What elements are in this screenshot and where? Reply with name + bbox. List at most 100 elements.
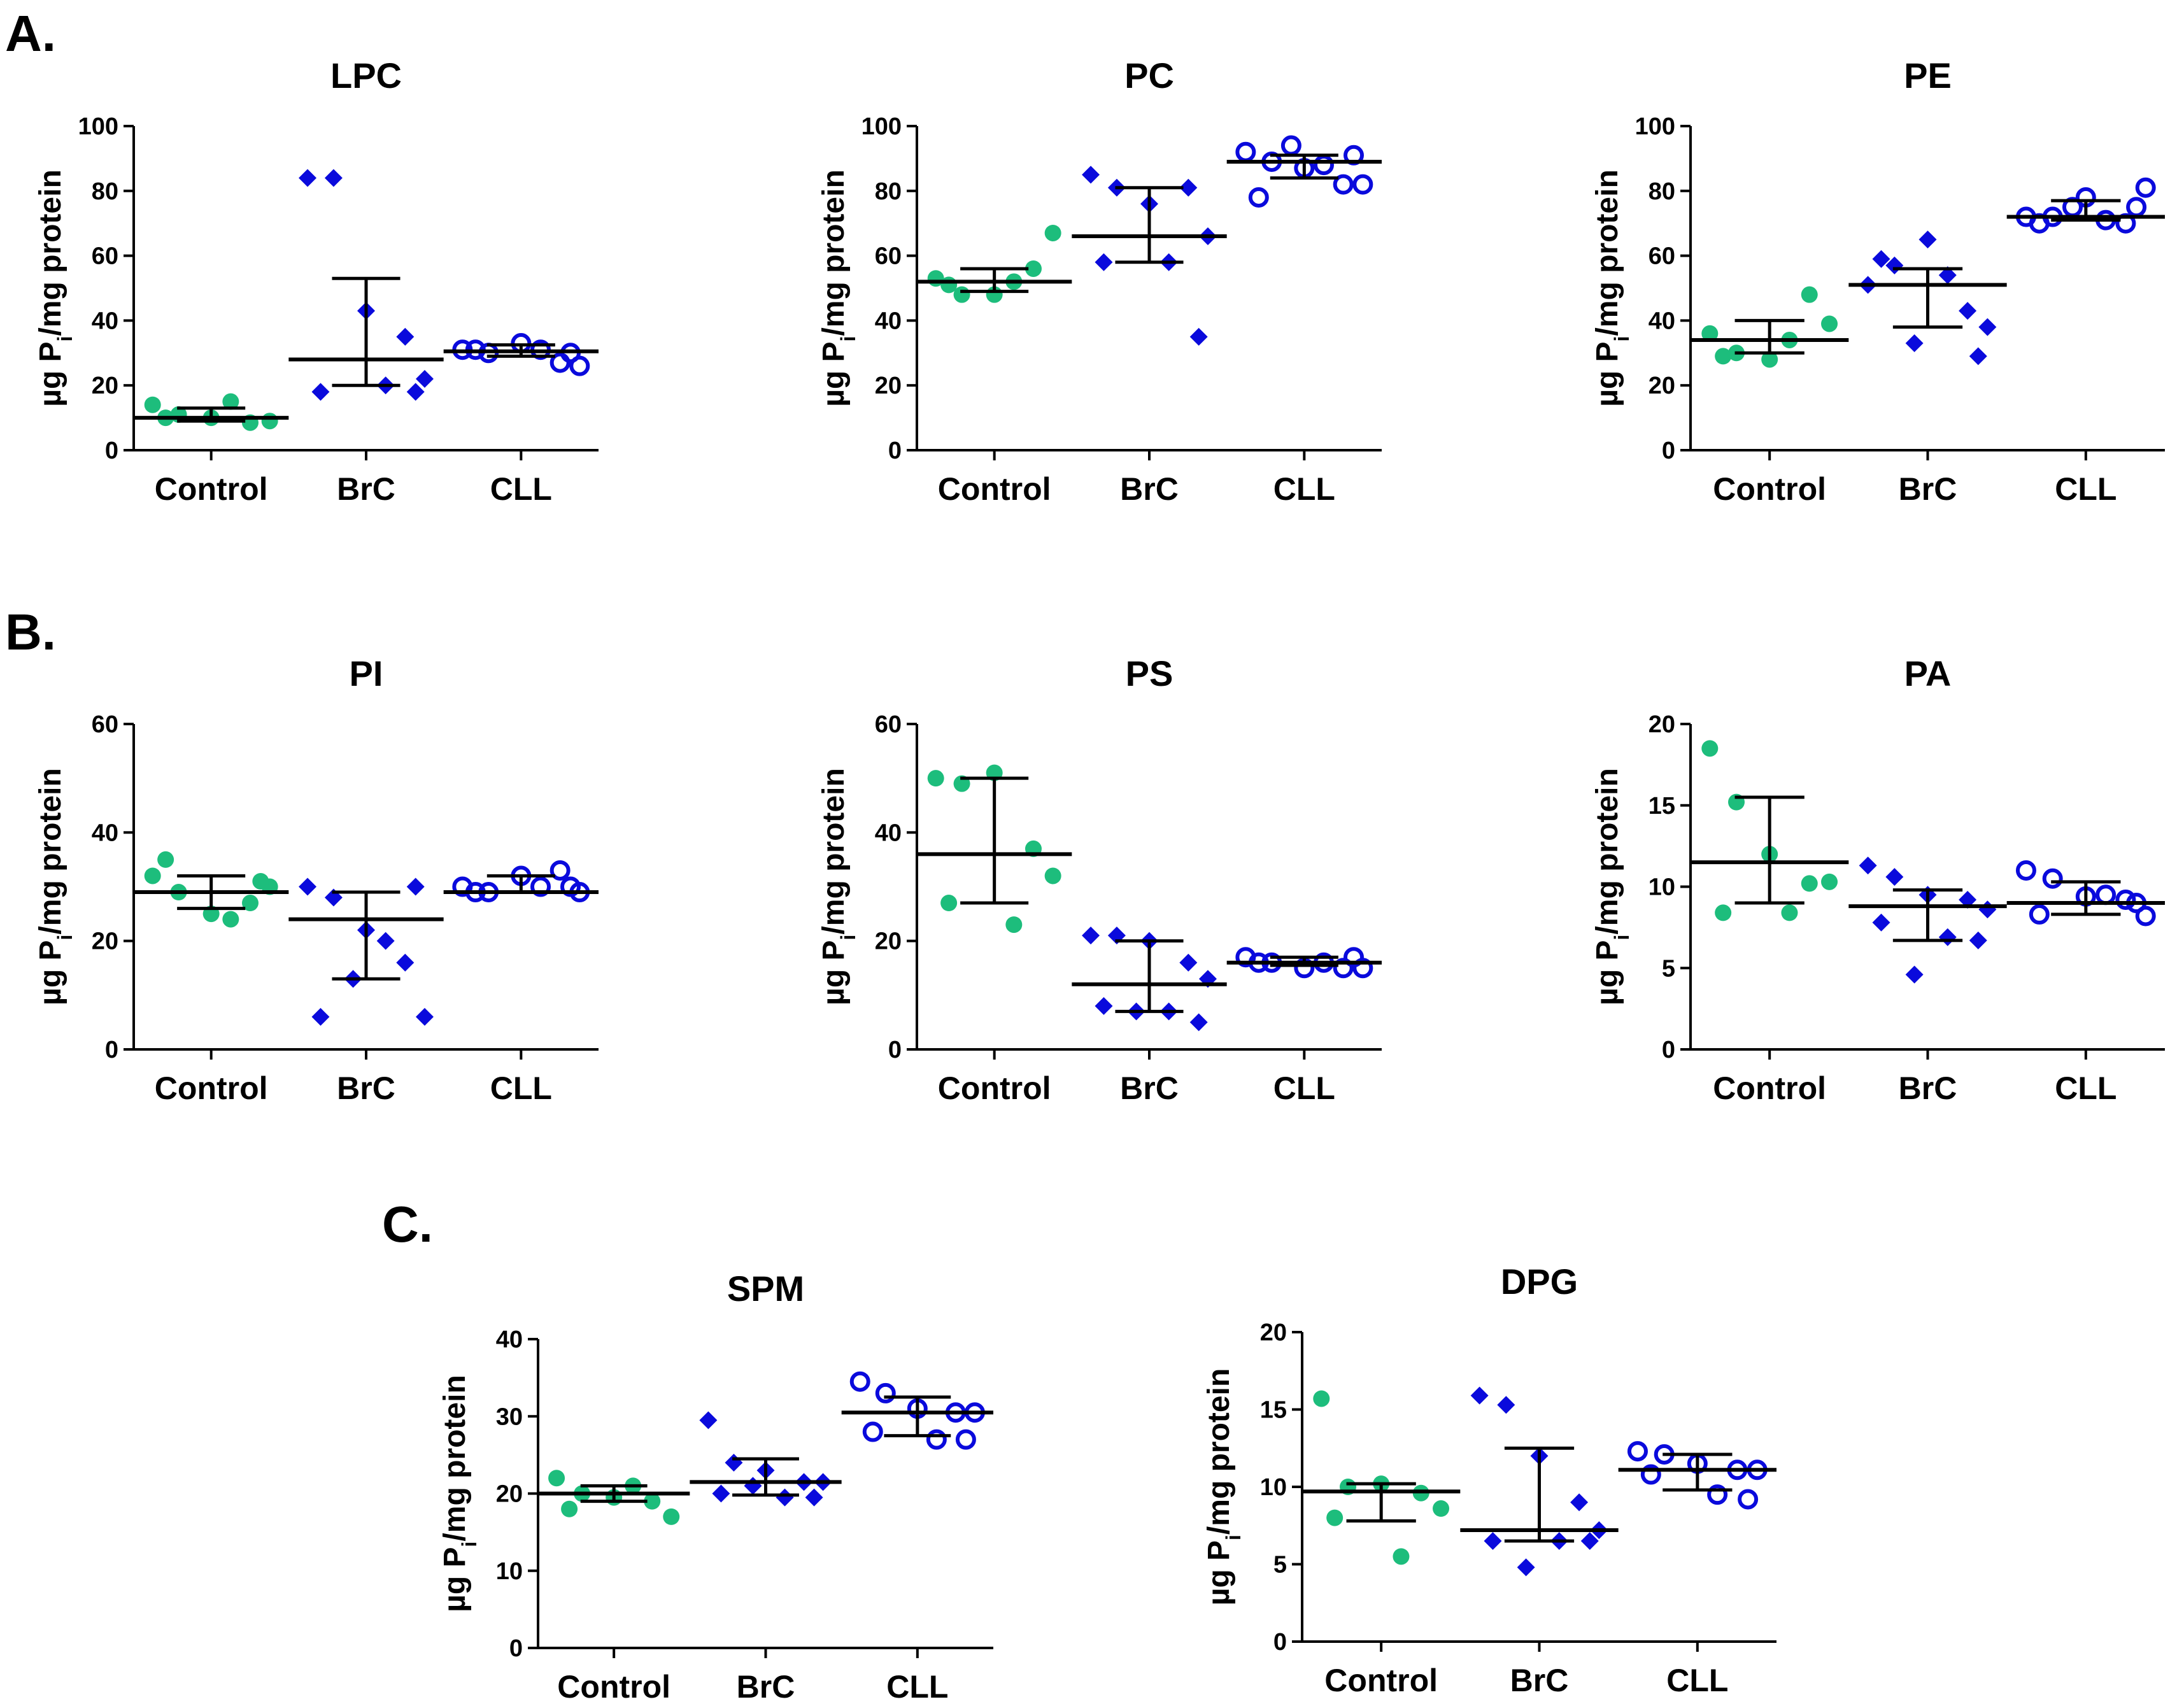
x-tick-label: Control [1713,471,1826,507]
data-point [955,1429,976,1450]
data-point [1801,286,1818,303]
series-control [134,393,289,431]
y-tick-label: 0 [105,1037,118,1063]
data-point [2115,889,2136,910]
y-label-part: /mg protein [817,768,851,934]
data-point [261,413,278,430]
y-label-part: µg P [34,940,67,1005]
y-tick-label: 80 [1649,178,1675,205]
data-point [1701,325,1719,342]
y-tick-label: 0 [888,437,902,464]
data-point [926,1429,947,1450]
y-label-part: µg P [1591,341,1624,406]
y-tick-label: 0 [105,437,118,464]
chart-pe: PE µg Pi/mg protein 0 20 40 60 80 100 Control BrC… [1591,55,2165,507]
y-tick-label: 80 [92,178,118,205]
x-tick-label: BrC [737,1669,795,1704]
chart-title: PC [1124,55,1174,96]
x-tick-label: BrC [337,471,395,507]
chart-pi: PI µg Pi/mg protein 0 20 40 60 Control BrC CLL [34,653,599,1106]
series-cll [2006,177,2165,234]
data-point [1044,867,1061,884]
y-label-subscript: i [1610,935,1633,941]
data-point [1497,1396,1515,1414]
chart-pa: PA µg Pi/mg protein 0 5 10 15 20 Control BrC CLL [1591,653,2165,1106]
data-point [1885,868,1904,886]
y-tick-label: 20 [92,928,118,955]
data-point [862,1421,883,1442]
series-control [1691,286,1849,368]
x-tick-label: CLL [2055,471,2117,507]
y-axis-label: µg Pi/mg protein [817,169,860,407]
data-point [644,1493,661,1510]
data-point [1707,1484,1728,1505]
data-point [1313,1390,1330,1407]
data-point [1005,916,1023,934]
data-point [1344,947,1365,968]
data-point [744,1477,762,1495]
y-label-part: /mg protein [817,169,851,336]
series-control [134,851,289,928]
data-point [940,276,958,294]
data-point [712,1484,730,1503]
y-tick-label: 20 [1649,373,1675,399]
chart-title: PA [1904,653,1952,693]
data-point [1969,931,1987,949]
data-point [1580,1532,1599,1551]
series-cll [1618,1441,1776,1510]
data-point [1938,928,1957,946]
data-point [1801,875,1818,892]
y-tick-label: 15 [1260,1397,1287,1424]
data-point [1969,347,1987,366]
data-point [530,876,551,897]
data-point [1082,927,1100,945]
data-point [1470,1386,1489,1405]
data-point [927,770,944,787]
y-label-subscript: i [837,935,860,941]
data-point [252,872,269,890]
data-point [1280,135,1301,156]
data-point [2135,905,2156,927]
data-point [2029,904,2050,925]
data-point [1484,1532,1502,1551]
series-control [1691,740,1849,921]
y-tick-label: 60 [92,243,118,270]
y-label-part: µg P [438,1547,472,1612]
data-point [1761,351,1778,368]
data-point [1189,1013,1208,1032]
y-tick-label: 60 [92,711,118,738]
y-tick-label: 100 [1635,113,1675,140]
data-point [299,877,317,896]
y-tick-label: 60 [875,243,902,270]
data-point [1433,1500,1450,1517]
x-tick-label: CLL [1273,1070,1335,1106]
data-point [663,1508,680,1525]
data-point [1570,1493,1589,1512]
data-point [222,393,239,410]
data-point [396,953,415,972]
y-axis-label: µg Pi/mg protein [34,169,76,407]
y-tick-label: 40 [496,1326,523,1353]
data-point [1352,174,1373,195]
chart-title: LPC [330,55,402,96]
y-tick-label: 20 [875,373,902,399]
data-point [1738,1489,1759,1510]
data-point [299,169,317,187]
panel-label-b: B. [5,604,56,660]
chart-title: PS [1126,653,1174,693]
x-tick-label: BrC [1120,471,1179,507]
data-point [1326,1509,1344,1526]
data-point [1872,913,1890,932]
series-brc [1072,166,1227,346]
chart-lpc: LPC µg Pi/mg protein 0 20 40 60 80 100 Control Br… [34,55,599,507]
data-point [1179,178,1198,197]
y-label-part: /mg protein [34,768,67,934]
y-tick-label: 20 [1649,711,1675,738]
data-point [1095,997,1113,1015]
y-axis-label: µg Pi/mg protein [1591,169,1633,407]
data-point [1189,327,1208,346]
data-point [406,383,425,401]
x-tick-label: BrC [337,1070,395,1106]
x-tick-label: Control [1324,1663,1438,1698]
data-point [1517,1558,1535,1577]
